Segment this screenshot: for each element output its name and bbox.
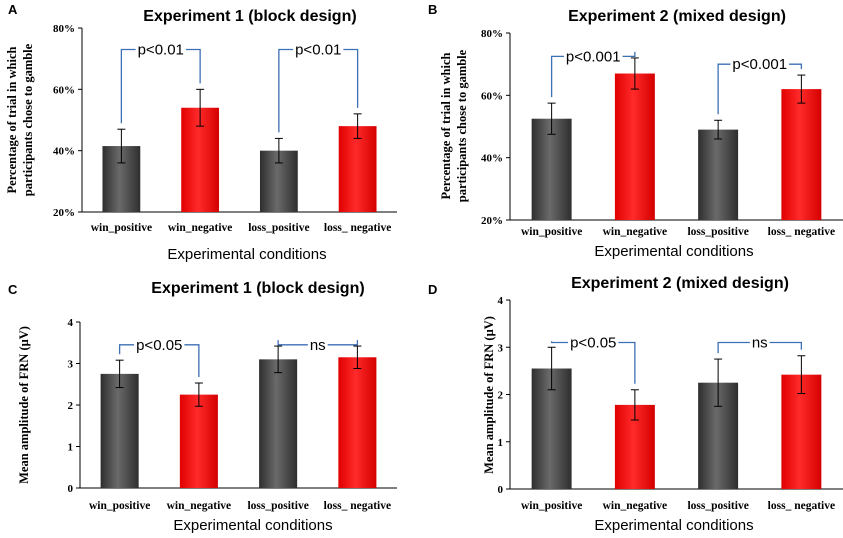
category-label: win_negative [168,222,233,234]
panel-letter: B [428,2,437,17]
chart-panel-c: C Experiment 1 (block design) 0 1 2 3 4 win_pos… [8,280,397,534]
chart-panel-d: D Experiment 2 (mixed design) 0 1 2 3 4 win_pos… [428,275,843,534]
category-label: win_positive [521,226,582,238]
y-axis-label: Mean amplitude of FRN (μV) [482,316,496,474]
y-tick-label: 0 [498,484,504,496]
chart-panel-a: A Experiment 1 (block design) 20% 40% 60% 80%… [5,2,397,263]
category-label: loss_ negative [768,226,835,238]
bar-loss-negative [781,89,822,220]
significance-label-bg [307,336,328,354]
significance-label: p<0.01 [138,41,184,58]
y-tick-label: 0 [68,483,74,495]
significance-bracket [278,48,359,133]
y-tick-label: 1 [68,442,74,454]
y-tick-label: 40% [481,153,503,165]
y-tick-label: 3 [498,342,504,354]
y-axis-label: Percentage of trial in which [5,46,19,193]
significance-label: p<0.05 [136,337,182,354]
panel-letter: D [428,282,437,297]
category-label: win_negative [167,500,232,512]
significance-label: p<0.001 [732,56,787,73]
y-tick-label: 2 [498,390,504,402]
y-tick-label: 60% [53,84,75,96]
y-tick-label: 60% [481,90,503,102]
y-tick-label: 20% [481,215,503,227]
bar-win-positive [531,118,572,220]
y-tick-label: 4 [68,317,74,329]
y-tick-label: 20% [53,207,75,219]
category-label: win_negative [603,226,668,238]
y-axis-label: participants chose to gamble [21,43,35,196]
significance-label-bg [134,336,185,354]
panel-letter: A [8,2,18,17]
category-label: win_positive [91,222,152,234]
significance-label: p<0.01 [295,41,341,58]
category-label: win_positive [89,500,150,512]
y-axis-label: Mean amplitude of FRN (μV) [17,326,31,484]
category-label: loss_positive [687,500,748,512]
y-tick-label: 4 [498,295,504,307]
significance-label-bg [730,56,790,74]
y-tick-label: 40% [53,146,75,158]
category-label: loss_ negative [768,500,835,512]
chart-title: Experiment 1 (block design) [143,8,356,25]
bar-loss-negative [338,126,377,212]
y-axis-label: participants chose to gamble [455,49,469,202]
bar-win-positive [100,373,139,488]
significance-label-bg [568,334,619,352]
chart-panel-b: B Experiment 2 (mixed design) 20% 40% 60% 80%… [428,2,843,260]
category-label: win_negative [603,500,668,512]
category-label: loss_ negative [324,500,391,512]
panel-letter: C [8,282,18,297]
significance-label-bg [749,334,770,352]
bar-loss-positive [259,359,298,488]
bar-win-negative [614,73,655,221]
bar-win-negative [179,394,218,488]
significance-label: ns [752,335,768,352]
y-tick-label: 1 [498,437,504,449]
chart-title: Experiment 2 (mixed design) [571,275,789,292]
chart-title: Experiment 1 (block design) [151,280,364,297]
x-axis-label: Experimental conditions [173,517,332,534]
category-label: loss_positive [687,226,748,238]
x-axis-label: Experimental conditions [594,517,753,534]
category-label: loss_positive [248,222,309,234]
significance-label-bg [563,48,623,66]
y-tick-label: 2 [68,400,74,412]
category-label: win_positive [521,500,582,512]
category-label: loss_ negative [324,222,391,234]
bar-loss-positive [698,129,739,220]
x-axis-label: Experimental conditions [594,243,753,260]
y-tick-label: 80% [53,23,75,35]
y-axis-label: Percentage of trial in which [439,52,453,199]
category-label: loss_positive [247,500,308,512]
x-axis-label: Experimental conditions [167,246,326,263]
significance-label-bg [135,41,186,59]
significance-label: ns [310,337,326,354]
chart-title: Experiment 2 (mixed design) [568,8,786,25]
y-tick-label: 3 [68,359,74,371]
significance-label: p<0.001 [566,48,621,65]
y-tick-label: 80% [481,28,503,40]
significance-label: p<0.05 [570,335,616,352]
bar-loss-negative [338,357,377,488]
significance-label-bg [293,41,344,59]
